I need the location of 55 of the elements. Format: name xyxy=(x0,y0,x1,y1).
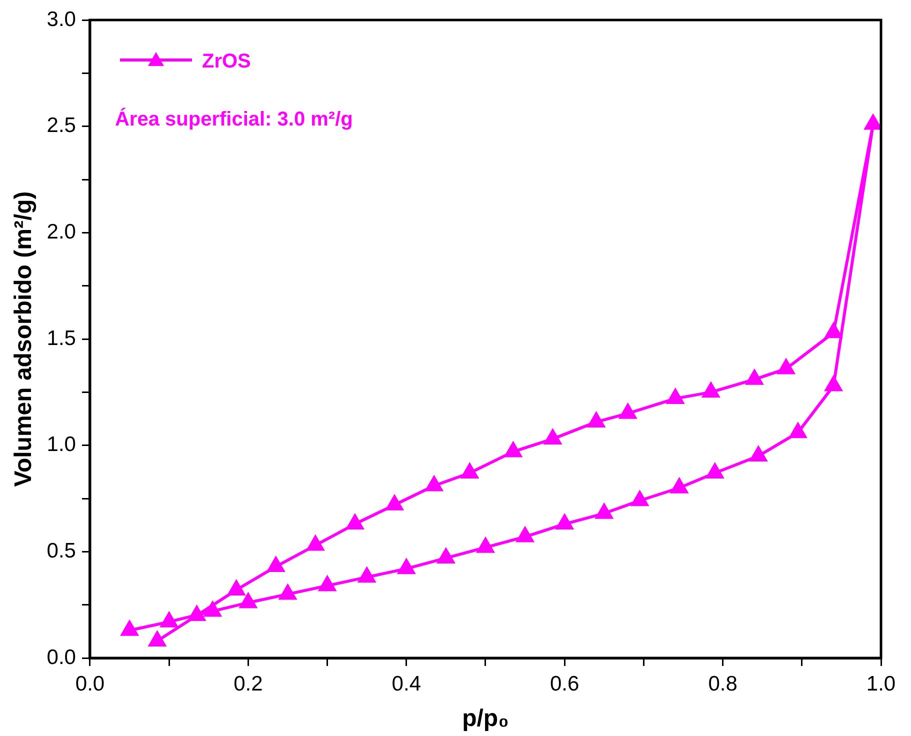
point xyxy=(544,429,562,444)
point xyxy=(461,463,478,478)
point xyxy=(864,114,881,130)
point xyxy=(121,620,138,636)
x-axis-title: p/p₀ xyxy=(462,705,509,732)
point xyxy=(240,593,257,608)
point xyxy=(746,370,763,385)
y-tick-label: 2.0 xyxy=(46,220,76,244)
x-tick-label: 0.6 xyxy=(550,672,580,696)
point xyxy=(516,527,534,542)
point xyxy=(279,584,296,600)
y-tick-label: 3.0 xyxy=(46,8,76,31)
point xyxy=(188,606,206,621)
point xyxy=(670,478,688,494)
x-tick-label: 0.0 xyxy=(75,672,105,696)
point xyxy=(750,446,767,462)
x-tick-label: 0.8 xyxy=(708,672,738,696)
y-axis-title: Volumen adsorbido (m²/g) xyxy=(10,191,38,487)
point xyxy=(619,404,636,419)
point xyxy=(477,538,494,553)
point xyxy=(596,504,613,519)
point xyxy=(398,559,415,574)
annotation: Área superficial: 3.0 m²/g xyxy=(114,108,353,131)
legend-label: ZrOS xyxy=(202,50,251,73)
point xyxy=(556,514,574,530)
point xyxy=(160,612,178,628)
y-tick-label: 0.0 xyxy=(46,646,76,669)
point xyxy=(148,631,166,646)
point xyxy=(631,491,648,506)
point xyxy=(706,463,724,478)
point xyxy=(438,548,454,564)
point xyxy=(267,557,284,572)
point xyxy=(386,495,403,510)
point xyxy=(307,536,324,551)
x-tick-label: 0.2 xyxy=(234,672,263,696)
point xyxy=(790,423,806,438)
point xyxy=(588,412,605,428)
point xyxy=(504,442,522,458)
point xyxy=(346,514,364,530)
point xyxy=(825,323,842,338)
point xyxy=(666,389,684,404)
point xyxy=(318,576,336,592)
y-tick-label: 1.5 xyxy=(46,326,76,350)
y-tick-label: 1.0 xyxy=(46,433,76,456)
point xyxy=(228,580,245,596)
point xyxy=(358,568,376,583)
point xyxy=(825,376,842,392)
y-tick-label: 2.5 xyxy=(46,114,76,138)
x-tick-label: 0.4 xyxy=(392,672,422,696)
point xyxy=(702,382,720,398)
point xyxy=(778,359,795,374)
x-tick-label: 1.0 xyxy=(866,672,896,696)
point xyxy=(426,476,443,492)
point xyxy=(204,602,222,617)
y-tick-label: 0.5 xyxy=(46,539,76,562)
